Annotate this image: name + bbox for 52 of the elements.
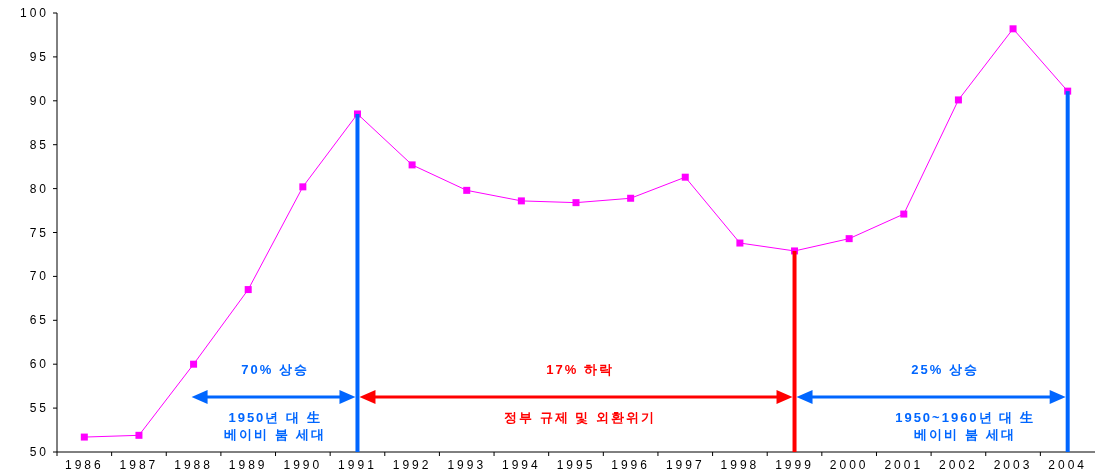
- x-tick-label: 2002: [939, 458, 978, 472]
- x-tick-label: 1998: [720, 458, 760, 472]
- point: [572, 199, 580, 207]
- point: [408, 161, 416, 169]
- y-tick-label: 80: [29, 181, 49, 196]
- y-tick-label: 75: [29, 225, 49, 240]
- point: [517, 197, 525, 205]
- x-tick-label: 1987: [119, 458, 159, 472]
- y-tick-label: 100: [19, 6, 49, 20]
- x-tick-label: 1995: [556, 458, 596, 472]
- x-tick-label: 1986: [64, 458, 104, 472]
- y-tick-label: 50: [29, 445, 49, 459]
- x-tick-label: 2004: [1048, 458, 1088, 472]
- y-tick-label: 95: [29, 49, 49, 64]
- x-tick-label: 1992: [392, 458, 432, 472]
- y-tick-label: 90: [29, 93, 49, 108]
- point: [845, 235, 853, 243]
- x-tick-label: 2000: [829, 458, 869, 472]
- y-tick-label: 65: [29, 313, 49, 328]
- annotation: 1950~1960년 대 生 베이비 붐 세대: [895, 410, 1035, 442]
- point: [299, 183, 307, 191]
- x-tick-label: 1999: [775, 458, 814, 472]
- point: [627, 194, 635, 202]
- point: [681, 173, 689, 181]
- point: [190, 360, 198, 368]
- y-tick-label: 85: [29, 137, 49, 152]
- annotation: 17% 하락: [546, 362, 614, 377]
- point: [736, 239, 744, 247]
- x-tick-label: 1991: [338, 458, 377, 472]
- point: [463, 186, 471, 194]
- x-tick-label: 1996: [611, 458, 650, 472]
- y-tick-label: 60: [29, 357, 49, 372]
- x-tick-label: 1997: [665, 458, 705, 472]
- x-tick-label: 1994: [502, 458, 541, 472]
- y-tick-label: 55: [29, 401, 49, 416]
- x-tick-label: 1993: [447, 458, 487, 472]
- x-tick-label: 1988: [174, 458, 213, 472]
- annotation: 1950년 대 生 베이비 붐 세대: [224, 410, 326, 442]
- x-tick-label: 2001: [884, 458, 924, 472]
- x-tick-label: 1990: [283, 458, 323, 472]
- point: [1009, 25, 1017, 33]
- point: [244, 286, 252, 294]
- y-tick-label: 70: [29, 269, 49, 284]
- point: [900, 210, 908, 218]
- annotation: 70% 상승: [241, 362, 309, 377]
- annotation: 25% 상승: [911, 362, 979, 377]
- point: [954, 96, 962, 104]
- x-tick-label: 1989: [228, 458, 268, 472]
- point: [135, 431, 143, 439]
- point: [80, 433, 88, 441]
- annotation: 정부 규제 및 외환위기: [504, 410, 656, 425]
- x-tick-label: 2003: [993, 458, 1033, 472]
